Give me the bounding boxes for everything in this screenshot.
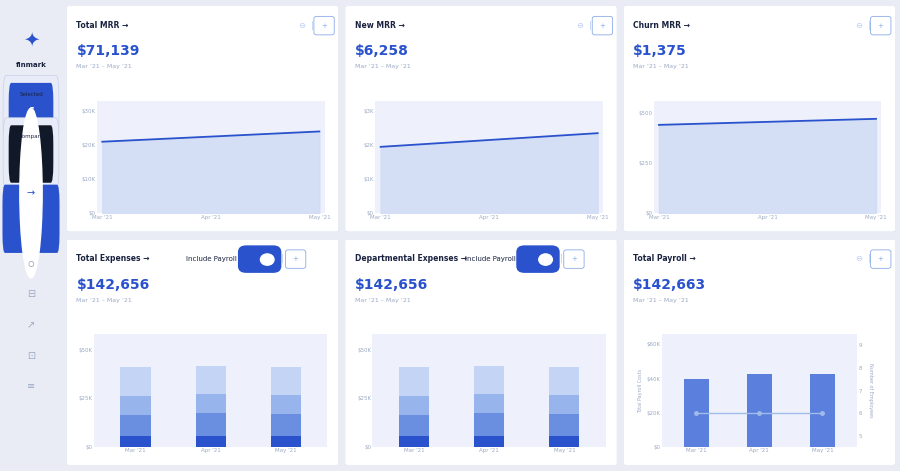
Bar xyxy=(474,366,504,395)
Text: Include Payroll: Include Payroll xyxy=(464,256,516,262)
FancyBboxPatch shape xyxy=(67,6,339,232)
Text: Total Expenses →: Total Expenses → xyxy=(76,254,150,263)
FancyBboxPatch shape xyxy=(9,125,53,183)
Bar xyxy=(549,414,580,436)
Text: Total MRR →: Total MRR → xyxy=(76,21,129,30)
Text: ᴑ: ᴑ xyxy=(28,259,34,269)
Text: ⊞: ⊞ xyxy=(26,213,36,224)
FancyBboxPatch shape xyxy=(623,239,896,465)
Text: New MRR →: New MRR → xyxy=(355,21,405,30)
Circle shape xyxy=(539,254,553,265)
FancyBboxPatch shape xyxy=(623,6,896,232)
FancyBboxPatch shape xyxy=(238,245,282,273)
Text: Total Payroll →: Total Payroll → xyxy=(634,254,696,263)
FancyBboxPatch shape xyxy=(67,239,339,465)
Text: Compare: Compare xyxy=(18,134,43,139)
Text: →: → xyxy=(27,188,35,198)
Text: $142,656: $142,656 xyxy=(355,277,428,292)
FancyBboxPatch shape xyxy=(345,239,617,465)
Bar xyxy=(121,415,150,436)
Bar xyxy=(399,415,429,436)
Text: Churn MRR →: Churn MRR → xyxy=(634,21,690,30)
Text: $142,663: $142,663 xyxy=(634,277,706,292)
Text: $142,656: $142,656 xyxy=(76,277,149,292)
Bar xyxy=(549,367,580,396)
Text: S: S xyxy=(28,107,34,116)
Text: Mar ’21 – May ’21: Mar ’21 – May ’21 xyxy=(76,65,132,69)
Text: ↗: ↗ xyxy=(27,320,35,330)
Text: Mar ’21 – May ’21: Mar ’21 – May ’21 xyxy=(634,65,688,69)
Text: Mar ’21 – May ’21: Mar ’21 – May ’21 xyxy=(355,65,410,69)
Bar xyxy=(810,374,835,447)
Bar xyxy=(121,367,150,397)
Text: |: | xyxy=(590,21,592,30)
Circle shape xyxy=(260,254,274,265)
Text: |: | xyxy=(311,21,314,30)
Text: ≡: ≡ xyxy=(27,381,35,391)
Text: +: + xyxy=(878,23,884,29)
Bar xyxy=(196,395,226,413)
Text: $1,375: $1,375 xyxy=(634,44,687,58)
FancyBboxPatch shape xyxy=(3,118,58,191)
Text: |: | xyxy=(868,21,870,30)
Text: |: | xyxy=(282,254,284,263)
Text: X: X xyxy=(28,149,34,159)
Bar xyxy=(549,396,580,414)
FancyBboxPatch shape xyxy=(517,245,560,273)
Text: |: | xyxy=(560,254,562,263)
Text: ⊖: ⊖ xyxy=(298,21,305,30)
FancyBboxPatch shape xyxy=(3,75,58,148)
FancyBboxPatch shape xyxy=(3,185,59,253)
Bar xyxy=(196,436,226,447)
Bar xyxy=(747,374,772,447)
Bar xyxy=(121,436,150,447)
Bar xyxy=(399,397,429,415)
Text: Mar ’21 – May ’21: Mar ’21 – May ’21 xyxy=(355,298,410,303)
Text: ⊖: ⊖ xyxy=(855,21,862,30)
Y-axis label: Total Payroll Costs: Total Payroll Costs xyxy=(638,368,644,413)
FancyBboxPatch shape xyxy=(345,6,617,232)
Text: $6,258: $6,258 xyxy=(355,44,409,58)
Bar xyxy=(271,414,302,436)
FancyBboxPatch shape xyxy=(9,83,53,140)
Text: ✦: ✦ xyxy=(22,31,40,49)
Text: Mar ’21 – May ’21: Mar ’21 – May ’21 xyxy=(76,298,132,303)
Bar xyxy=(196,413,226,436)
Text: +: + xyxy=(878,256,884,262)
Bar xyxy=(474,436,504,447)
Text: ⊟: ⊟ xyxy=(27,289,35,300)
Text: ⊖: ⊖ xyxy=(855,254,862,263)
Text: ⊖: ⊖ xyxy=(577,21,583,30)
Bar xyxy=(474,395,504,413)
Text: +: + xyxy=(599,23,605,29)
Text: +: + xyxy=(571,256,577,262)
Bar xyxy=(549,436,580,447)
Text: $71,139: $71,139 xyxy=(76,44,140,58)
Bar xyxy=(271,436,302,447)
Y-axis label: Number of Employees: Number of Employees xyxy=(868,363,873,418)
Text: +: + xyxy=(321,23,327,29)
Bar xyxy=(271,396,302,414)
Text: Mar ’21 – May ’21: Mar ’21 – May ’21 xyxy=(634,298,688,303)
Bar xyxy=(474,413,504,436)
Text: Include Payroll: Include Payroll xyxy=(186,256,238,262)
Text: ⊡: ⊡ xyxy=(27,350,35,361)
Bar xyxy=(121,397,150,415)
Text: Departmental Expenses →: Departmental Expenses → xyxy=(355,254,467,263)
Bar xyxy=(399,436,429,447)
Bar xyxy=(196,366,226,395)
Circle shape xyxy=(20,108,42,278)
Text: finmark: finmark xyxy=(15,62,47,68)
Text: |: | xyxy=(868,254,870,263)
Bar xyxy=(399,367,429,397)
Text: Selected: Selected xyxy=(19,92,43,97)
Bar xyxy=(684,379,709,447)
Text: +: + xyxy=(292,256,299,262)
Bar xyxy=(271,367,302,396)
